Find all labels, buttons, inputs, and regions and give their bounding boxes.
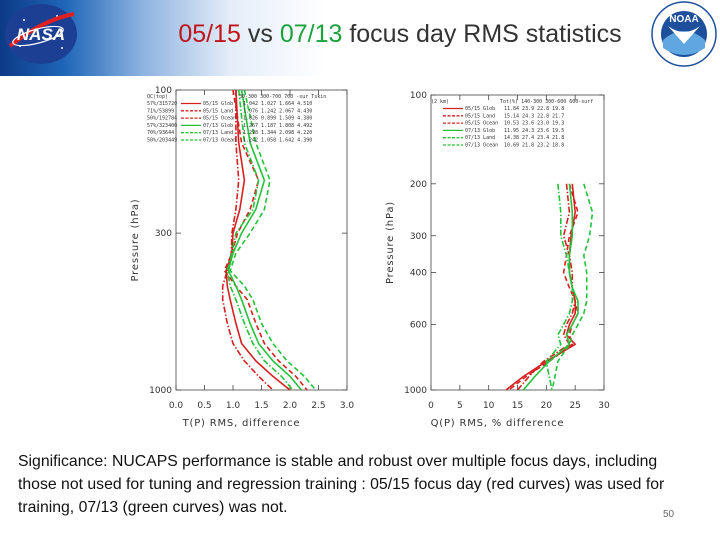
chart-qp: 0 5 10 15 20 25 30 100 200 300 400 600 1000 Q(P) RMS,… [385, 91, 610, 429]
chart-tp: 0.0 0.5 1.0 1.5 2.0 2.5 3.0 100 300 1000 T(P) RMS,… [130, 86, 354, 429]
legend-label: 07/13 Glob [203, 123, 233, 129]
title-date-green: 07/13 [279, 20, 343, 48]
y-tick-label: 1000 [404, 386, 427, 396]
x-tick-label: 10 [483, 401, 495, 411]
title-vs: vs [240, 20, 280, 48]
series-line-05-15-land [223, 89, 308, 391]
legend-values: 15.14 24.3 22.8 21.7 [504, 113, 564, 119]
series-line-07-13-land [551, 183, 594, 391]
legend-qc: 50%/192784 [147, 116, 177, 122]
legend-values: 1.026 0.899 1.509 4.380 [243, 116, 312, 122]
legend-qc: 57%/323400 [147, 123, 177, 129]
series-line-07-13-land [229, 89, 317, 391]
y-tick-label: 400 [410, 269, 427, 279]
series-line-05-15-land [508, 183, 579, 391]
legend-qc: 57%/315720 [147, 101, 177, 107]
x-tick-label: 1.0 [226, 401, 241, 411]
series-line-07-13-glob [522, 183, 579, 391]
x-axis-label: T(P) RMS, difference [182, 418, 301, 429]
y-tick-label: 600 [410, 321, 427, 331]
y-tick-label: 300 [155, 229, 172, 239]
legend-label: 05/15 Glob [465, 106, 495, 112]
x-tick-label: 3.0 [340, 401, 355, 411]
legend-label: 07/13 Land [465, 135, 495, 141]
legend-qc: 50%/203449 [147, 138, 177, 144]
nasa-logo-text: NASA [17, 25, 65, 44]
y-tick-label: 200 [410, 180, 427, 190]
series-line-07-13-ocean [545, 183, 574, 391]
legend-values: 10.53 23.6 23.0 19.3 [504, 121, 564, 127]
legend-values: 10.69 21.8 23.2 18.8 [504, 143, 564, 149]
x-tick-label: 2.5 [311, 401, 325, 411]
legend-values: 1.298 1.344 2.098 4.220 [243, 130, 312, 136]
y-axis-label: Pressure (hPa) [385, 201, 396, 284]
legend-header-right: 30-300 300-700 700 -sur Tskin [239, 94, 326, 100]
x-tick-label: 15 [512, 401, 523, 411]
x-tick-label: 2.0 [283, 401, 298, 411]
legend-values: 1.242 1.058 1.642 4.390 [243, 138, 312, 144]
noaa-logo: NOAA [651, 1, 717, 67]
legend-label: 07/13 Ocean [465, 143, 498, 149]
series-line-05-15-glob [505, 183, 577, 391]
noaa-logo-text: NOAA [669, 14, 698, 25]
x-tick-label: 0 [428, 401, 434, 411]
title-suffix: focus day RMS statistics [342, 20, 622, 48]
series-line-05-15-glob [225, 89, 291, 391]
legend-label: 05/15 Ocean [465, 121, 498, 127]
series-line-05-15-ocean [516, 183, 577, 391]
legend-values: 1.076 1.242 2.067 4.430 [243, 108, 312, 114]
series-line-07-13-ocean [226, 89, 294, 391]
nasa-logo: NASA [5, 4, 77, 64]
legend-label: 05/15 Land [203, 108, 233, 114]
y-tick-label: 100 [410, 91, 427, 101]
legend-qc: 70%/93644 [147, 130, 174, 136]
title-banner [0, 0, 720, 76]
y-tick-label: 300 [410, 232, 427, 242]
y-axis-label: Pressure (hPa) [130, 199, 141, 282]
legend-values: 11.84 23.9 22.8 19.8 [504, 106, 564, 112]
legend-values: 14.38 27.4 23.4 21.8 [504, 135, 564, 141]
x-tick-label: 30 [598, 401, 610, 411]
legend-values: 1.267 1.187 1.808 4.492 [243, 123, 312, 129]
series-line-07-13-glob [227, 89, 303, 391]
legend-header-right: Tot(%) 140-300 300-600 600-surf [500, 99, 593, 105]
legend-label: 07/13 Ocean [203, 138, 236, 144]
x-tick-label: 0.0 [169, 401, 184, 411]
slide-title: 05/15 vs 07/13 focus day RMS statistics [0, 20, 720, 49]
legend-label: 07/13 Glob [465, 128, 495, 134]
legend-header-left: (2 km) [431, 99, 449, 105]
legend-label: 05/15 Glob [203, 101, 233, 107]
x-tick-label: 1.5 [254, 401, 268, 411]
legend-values: 11.95 24.3 23.6 19.5 [504, 128, 564, 134]
caption: Significance: NUCAPS performance is stab… [18, 453, 665, 516]
legend-values: 1.042 1.027 1.664 4.510 [243, 101, 312, 107]
x-tick-label: 25 [569, 401, 580, 411]
legend-label: 07/13 Land [203, 130, 233, 136]
nasa-vector-swoosh [8, 12, 75, 48]
x-axis-label: Q(P) RMS, % difference [431, 418, 565, 429]
series-line-05-15-ocean [221, 90, 274, 391]
y-tick-label: 100 [155, 86, 172, 96]
legend-header-left: QC(top) [147, 94, 168, 100]
page-number: 50 [663, 509, 675, 520]
x-tick-label: 20 [541, 401, 553, 411]
y-tick-label: 1000 [149, 386, 172, 396]
legend-label: 05/15 Ocean [203, 116, 236, 122]
x-tick-label: 5 [457, 401, 463, 411]
title-date-red: 05/15 [178, 20, 241, 48]
legend-label: 05/15 Land [465, 113, 495, 119]
legend-qc: 71%/53899 [147, 108, 174, 114]
x-tick-label: 0.5 [197, 401, 211, 411]
